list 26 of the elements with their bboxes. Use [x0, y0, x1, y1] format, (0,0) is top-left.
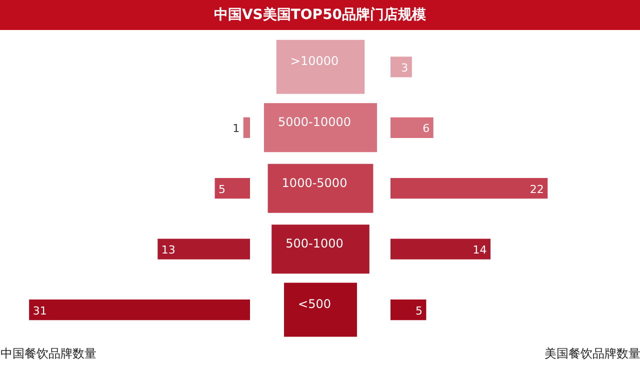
- bar: [390, 238, 490, 260]
- bar: [158, 238, 250, 260]
- bar: [390, 56, 412, 78]
- category-label: 5000-10000: [278, 115, 352, 130]
- bar: [390, 178, 548, 199]
- data-label: 1: [232, 122, 240, 136]
- bar: [390, 117, 434, 138]
- category-label: <500: [298, 296, 331, 311]
- data-label: 14: [472, 244, 487, 257]
- category-label: 500-1000: [286, 236, 344, 251]
- category-label: 1000-5000: [282, 176, 348, 190]
- data-label: 5: [218, 182, 226, 196]
- data-label: 22: [530, 182, 544, 196]
- text: 中国VS美国TOP50品牌门店规模: [214, 6, 426, 25]
- bar: [29, 299, 250, 320]
- data-label: 31: [32, 304, 47, 318]
- data-label: 6: [422, 122, 430, 136]
- text: 中国餐饮品牌数量: [0, 346, 96, 360]
- bar: [214, 178, 250, 199]
- text: 美国餐饮品牌数量: [544, 346, 640, 360]
- bar: [390, 299, 426, 320]
- category-label: >10000: [290, 54, 339, 68]
- data-label: 5: [415, 304, 422, 318]
- data-label: 3: [401, 61, 408, 74]
- data-label: 13: [161, 244, 176, 257]
- bar: [243, 117, 250, 138]
